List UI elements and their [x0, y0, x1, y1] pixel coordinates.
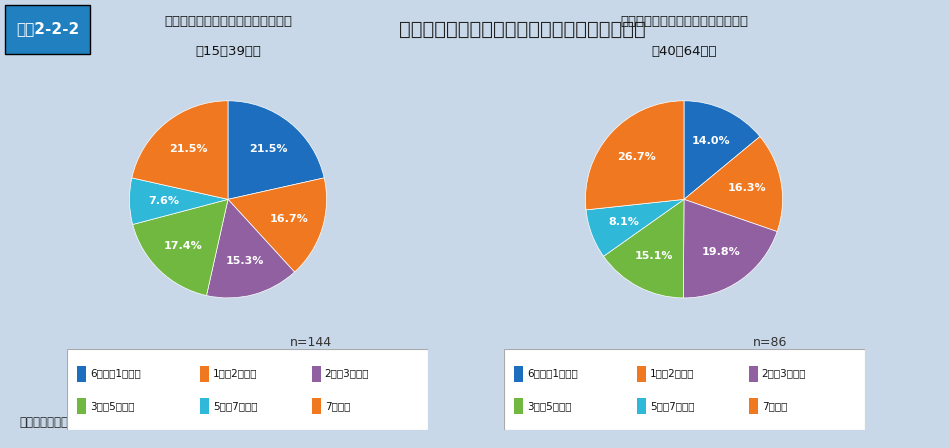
Text: 資料：内閣府「こども・若者の意識と生活に関する調査（令和４年度）」: 資料：内閣府「こども・若者の意識と生活に関する調査（令和４年度）」	[19, 416, 250, 429]
Bar	[749, 366, 758, 382]
Wedge shape	[129, 178, 228, 224]
Bar	[514, 398, 523, 414]
Text: 19.8%: 19.8%	[702, 247, 740, 257]
Text: 2年～3年未満: 2年～3年未満	[762, 369, 807, 379]
Text: 17.4%: 17.4%	[164, 241, 203, 250]
FancyBboxPatch shape	[504, 349, 864, 430]
Wedge shape	[586, 199, 684, 256]
Text: （15～39歳）: （15～39歳）	[195, 45, 261, 58]
Text: 図表2-2-2: 図表2-2-2	[16, 22, 79, 37]
Text: ひきこもり状態になってからの期間: ひきこもり状態になってからの期間	[620, 15, 748, 29]
Text: 7年以上: 7年以上	[762, 401, 787, 411]
Bar	[77, 366, 86, 382]
Text: ひきこもり状態になってからの期間（年齢別）: ひきこもり状態になってからの期間（年齢別）	[399, 20, 646, 39]
Text: 3年～5年未満: 3年～5年未満	[527, 401, 572, 411]
Text: 16.7%: 16.7%	[270, 214, 309, 224]
Wedge shape	[228, 101, 324, 199]
Bar	[200, 398, 209, 414]
Text: 5年～7年未満: 5年～7年未満	[213, 401, 257, 411]
Text: 6か月～1年未満: 6か月～1年未満	[527, 369, 578, 379]
Wedge shape	[585, 101, 684, 210]
Wedge shape	[684, 101, 760, 199]
Wedge shape	[684, 137, 783, 232]
Text: 2年～3年未満: 2年～3年未満	[325, 369, 370, 379]
Wedge shape	[228, 178, 327, 272]
Text: 3年～5年未満: 3年～5年未満	[90, 401, 135, 411]
Bar	[200, 366, 209, 382]
Text: 15.3%: 15.3%	[225, 256, 264, 266]
Text: 26.7%: 26.7%	[617, 151, 656, 162]
Wedge shape	[603, 199, 684, 298]
Text: 1年～2年未満: 1年～2年未満	[650, 369, 694, 379]
Bar	[312, 398, 321, 414]
Text: 7年以上: 7年以上	[325, 401, 350, 411]
Wedge shape	[683, 199, 777, 298]
Bar	[312, 366, 321, 382]
Text: 8.1%: 8.1%	[609, 217, 639, 227]
Text: （40～64歳）: （40～64歳）	[652, 45, 716, 58]
FancyBboxPatch shape	[5, 4, 90, 54]
Wedge shape	[132, 101, 228, 199]
Bar	[514, 366, 523, 382]
Bar	[77, 398, 86, 414]
Text: 21.5%: 21.5%	[249, 144, 287, 155]
Text: 6か月～1年未満: 6か月～1年未満	[90, 369, 141, 379]
FancyBboxPatch shape	[66, 349, 428, 430]
Text: n=144: n=144	[290, 336, 332, 349]
Text: ひきこもり状態になってからの期間: ひきこもり状態になってからの期間	[164, 15, 292, 29]
Text: n=86: n=86	[753, 336, 788, 349]
Bar	[749, 398, 758, 414]
Bar	[637, 366, 646, 382]
Wedge shape	[133, 199, 228, 296]
Text: 14.0%: 14.0%	[692, 136, 731, 146]
Text: 16.3%: 16.3%	[728, 183, 767, 193]
Text: 15.1%: 15.1%	[636, 251, 674, 261]
Text: 5年～7年未満: 5年～7年未満	[650, 401, 694, 411]
Bar	[637, 398, 646, 414]
Wedge shape	[206, 199, 294, 298]
Text: 1年～2年未満: 1年～2年未満	[213, 369, 257, 379]
Text: 7.6%: 7.6%	[148, 196, 180, 206]
Text: 21.5%: 21.5%	[169, 144, 207, 155]
